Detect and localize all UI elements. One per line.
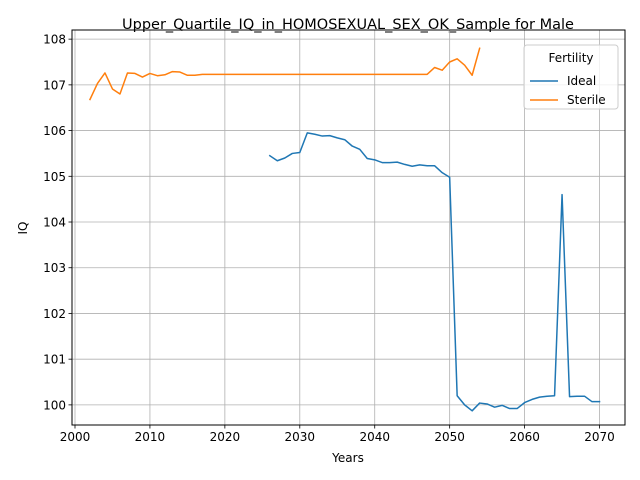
y-tick-label: 105 bbox=[43, 170, 66, 184]
y-tick-label: 104 bbox=[43, 216, 66, 230]
x-tick-label: 2020 bbox=[210, 430, 241, 444]
x-tick-label: 2040 bbox=[359, 430, 390, 444]
chart-title: Upper_Quartile_IQ_in_HOMOSEXUAL_SEX_OK_S… bbox=[122, 17, 574, 33]
y-tick-label: 102 bbox=[43, 307, 66, 321]
x-tick-label: 2010 bbox=[135, 430, 166, 444]
legend-title: Fertility bbox=[548, 51, 593, 65]
x-tick-label: 2050 bbox=[434, 430, 465, 444]
x-axis-title: Years bbox=[331, 451, 364, 465]
legend: Fertility Ideal Sterile bbox=[524, 45, 618, 109]
y-tick-label: 100 bbox=[43, 398, 66, 412]
y-tick-label: 103 bbox=[43, 261, 66, 275]
legend-label-ideal: Ideal bbox=[567, 74, 596, 88]
x-tick-label: 2030 bbox=[285, 430, 316, 444]
x-tick-label: 2070 bbox=[584, 430, 615, 444]
y-tick-label: 107 bbox=[43, 78, 66, 92]
y-tick-label: 106 bbox=[43, 124, 66, 138]
y-tick-label: 108 bbox=[43, 33, 66, 47]
y-tick-label: 101 bbox=[43, 353, 66, 367]
x-tick-label: 2000 bbox=[60, 430, 91, 444]
y-axis-title: IQ bbox=[16, 222, 30, 235]
legend-label-sterile: Sterile bbox=[567, 93, 606, 107]
x-tick-label: 2060 bbox=[509, 430, 540, 444]
